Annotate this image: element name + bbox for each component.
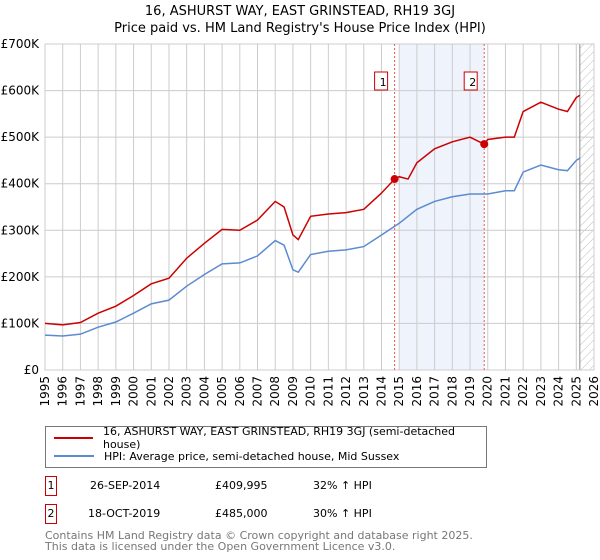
- x-tick-label: 1999: [109, 376, 123, 407]
- y-tick-label: £100K: [1, 316, 41, 330]
- x-tick-label: 2000: [127, 376, 141, 407]
- y-tick-label: £200K: [1, 270, 41, 284]
- x-tick-label: 2012: [339, 376, 353, 407]
- x-tick-label: 2007: [251, 376, 265, 407]
- sale-badge: 1: [45, 476, 57, 496]
- x-tick-label: 2002: [162, 376, 176, 407]
- x-tick-label: 2008: [268, 376, 282, 407]
- x-tick-label: 1995: [38, 376, 52, 407]
- x-tick-label: 2009: [286, 376, 300, 407]
- x-tick-label: 2026: [587, 376, 600, 407]
- footer-line: Contains HM Land Registry data © Crown c…: [45, 529, 473, 542]
- sale-price: £485,000: [215, 507, 268, 520]
- sale-badge-box: [374, 71, 389, 91]
- y-tick-label: £600K: [1, 84, 41, 98]
- property-line: [44, 94, 581, 326]
- footer-line: This data is licensed under the Open Gov…: [45, 540, 396, 553]
- legend-item-hpi: HPI: Average price, semi-detached house,…: [54, 447, 399, 465]
- shaded-period: [399, 44, 485, 370]
- price-chart: 1995 1996 1997 1998 1999 2000 2001 2002 2003 2004…: [1, 37, 600, 407]
- sale-date: 18-OCT-2019: [88, 507, 161, 520]
- y-tick-label: £400K: [1, 177, 41, 191]
- forecast-hatch: [579, 44, 594, 370]
- x-tick-label: 2014: [374, 376, 388, 407]
- x-tick-label: 2010: [304, 376, 318, 407]
- y-tick-label: £0: [24, 363, 39, 377]
- x-tick-label: 1997: [73, 376, 87, 407]
- sale-hpi: 30% ↑ HPI: [313, 507, 372, 520]
- sale-row-2: 2 18-OCT-2019 £485,000 30% ↑ HPI: [45, 504, 465, 524]
- red-line-swatch: [54, 437, 93, 439]
- sale-date: 26-SEP-2014: [90, 479, 161, 492]
- y-tick-label: £300K: [1, 223, 41, 237]
- legend-label: 16, ASHURST WAY, EAST GRINSTEAD, RH19 3G…: [102, 425, 456, 451]
- x-tick-label: 2006: [233, 376, 247, 407]
- sale-badge: 2: [45, 504, 57, 524]
- x-tick-label: 1996: [56, 376, 70, 407]
- sale-badge-box: [463, 71, 478, 91]
- blue-line-swatch: [54, 455, 94, 457]
- x-tick-label: 2017: [428, 376, 442, 407]
- legend-label: HPI: Average price, semi-detached house,…: [104, 449, 400, 463]
- legend-item-property: 16, ASHURST WAY, EAST GRINSTEAD, RH19 3G…: [54, 425, 486, 451]
- x-tick-label: 2011: [321, 376, 335, 407]
- plot-frame: [44, 43, 595, 371]
- y-tick-label: £500K: [1, 130, 41, 144]
- x-tick-label: 2003: [180, 376, 194, 407]
- x-tick-label: 2001: [144, 376, 158, 407]
- x-tick-label: 2015: [392, 376, 406, 407]
- x-tick-label: 2019: [463, 376, 477, 407]
- title-line: 16, ASHURST WAY, EAST GRINSTEAD, RH19 3G…: [144, 4, 456, 19]
- y-tick-label: £700K: [1, 37, 41, 51]
- subtitle-line: Price paid vs. HM Land Registry's House …: [114, 21, 486, 36]
- sale-point: [480, 140, 489, 149]
- sale-badge-label: 1: [380, 76, 387, 89]
- x-tick-label: 2023: [534, 376, 548, 407]
- sale-row-1: 1 26-SEP-2014 £409,995 32% ↑ HPI: [45, 476, 465, 496]
- x-tick-label: 2021: [498, 376, 512, 407]
- legend: 16, ASHURST WAY, EAST GRINSTEAD, RH19 3G…: [45, 425, 487, 468]
- sale-badge-label: 2: [469, 76, 476, 89]
- x-tick-label: 2013: [357, 376, 371, 407]
- x-tick-label: 1998: [91, 376, 105, 407]
- x-tick-label: 2022: [516, 376, 530, 407]
- x-tick-label: 2020: [481, 376, 495, 407]
- x-tick-label: 2004: [197, 376, 211, 407]
- x-tick-label: 2024: [552, 376, 566, 407]
- hpi-line: [44, 157, 581, 337]
- chart-title: 16, ASHURST WAY, EAST GRINSTEAD, RH19 3G…: [0, 3, 600, 37]
- x-tick-label: 2005: [215, 376, 229, 407]
- x-tick-label: 2025: [569, 376, 583, 407]
- sale-hpi: 32% ↑ HPI: [313, 479, 372, 492]
- sale-price: £409,995: [215, 479, 268, 492]
- footer: Contains HM Land Registry data © Crown c…: [45, 530, 473, 552]
- x-tick-label: 2018: [445, 376, 459, 407]
- sale-point: [390, 175, 399, 184]
- x-tick-label: 2016: [410, 376, 424, 407]
